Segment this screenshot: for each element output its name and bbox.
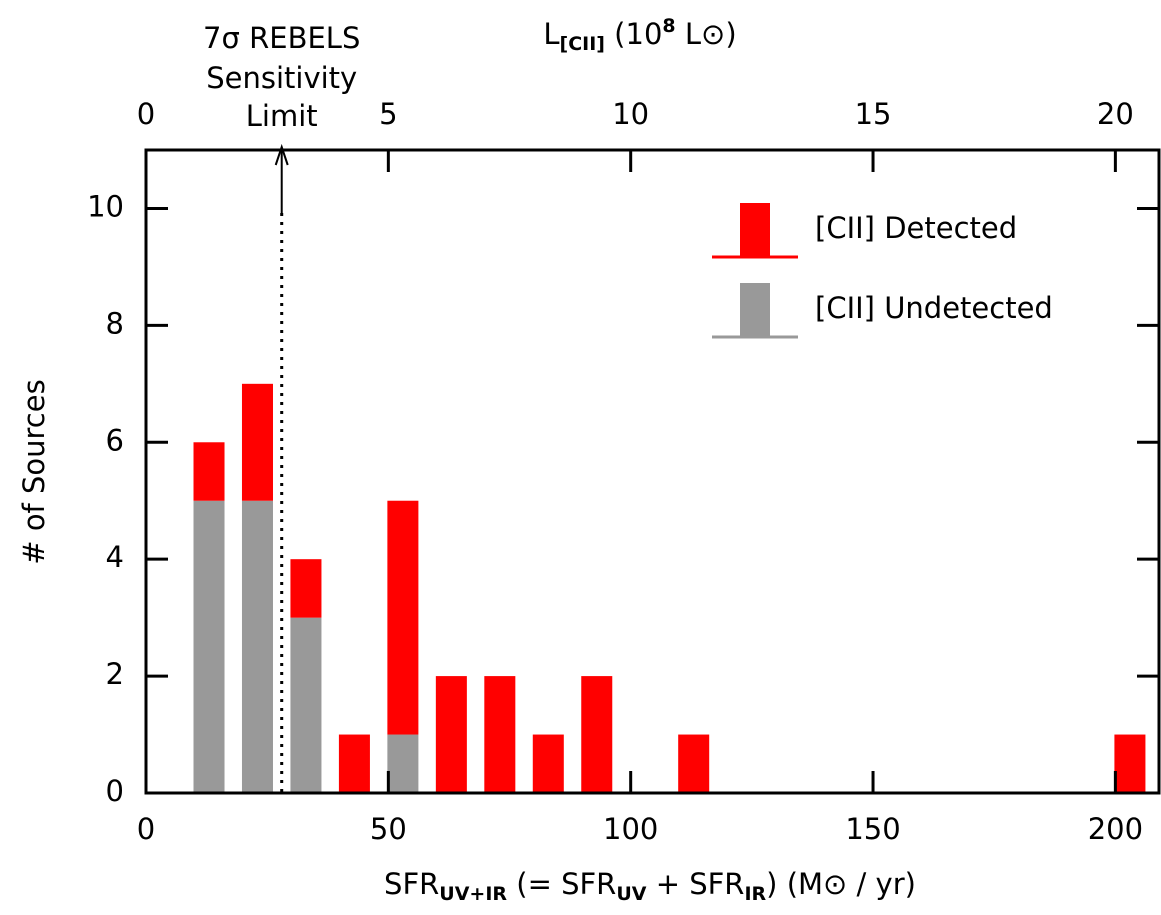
y-axis-label: # of Sources — [17, 379, 51, 564]
x2-axis-label-part: [CII] — [560, 33, 605, 55]
limit-arrowhead — [274, 143, 289, 166]
x-tick-label: 50 — [370, 812, 407, 846]
bar — [387, 734, 419, 793]
x-tick-label: 0 — [137, 812, 155, 846]
y-tick-label: 8 — [106, 306, 124, 340]
annotation-text: 7σ REBELS — [203, 21, 360, 55]
legend-swatch — [740, 203, 770, 257]
plot-frame — [144, 148, 1161, 795]
x2-tick-label: 15 — [855, 97, 892, 131]
annotation-text: Sensitivity — [206, 61, 357, 95]
bar — [532, 734, 564, 793]
y-tick-label: 10 — [87, 189, 124, 223]
legend-label: [CII] Undetected — [815, 291, 1053, 325]
bar — [290, 559, 322, 618]
legend-swatch — [740, 283, 770, 337]
bar — [193, 500, 225, 793]
y-tick-label: 6 — [106, 423, 124, 457]
y-tick-label: 2 — [106, 657, 124, 691]
x-tick-label: 100 — [603, 812, 658, 846]
x-axis-label-part: UV — [616, 883, 646, 905]
y-tick-label: 0 — [106, 774, 124, 808]
bar — [484, 676, 516, 793]
x-axis-label-part: (= SFR — [507, 867, 616, 901]
annotation-text: Limit — [246, 99, 318, 133]
bar — [1114, 734, 1146, 793]
bar — [193, 442, 225, 501]
x-axis-label-part: UV+IR — [439, 883, 507, 905]
x-tick-label: 200 — [1088, 812, 1143, 846]
x-axis-label-part: ) (M⊙ / yr) — [766, 867, 916, 901]
x2-tick-label: 20 — [1097, 97, 1134, 131]
legend-label: [CII] Detected — [815, 211, 1017, 245]
x2-axis-label-part: L — [543, 17, 559, 51]
bar — [290, 617, 322, 793]
x2-tick-label: 10 — [612, 97, 649, 131]
x-axis-label: SFRUV+IR (= SFRUV + SFRIR) (M⊙ / yr) — [384, 867, 916, 905]
x-tick-label: 150 — [845, 812, 900, 846]
bar — [581, 676, 613, 793]
bar — [435, 676, 467, 793]
bar — [241, 500, 273, 793]
x-axis-label-part: + SFR — [646, 867, 744, 901]
x-axis-label-part: IR — [744, 883, 766, 905]
bar — [241, 383, 273, 501]
x2-tick-label: 0 — [137, 97, 155, 131]
x2-axis-label: L[CII] (108 L⊙) — [543, 15, 736, 55]
x-axis-label-part: SFR — [384, 867, 439, 901]
x2-axis-label-part: (10 — [605, 17, 662, 51]
bar — [387, 500, 419, 735]
bar — [338, 734, 370, 793]
x2-axis-label-part: L⊙) — [676, 17, 737, 51]
y-tick-label: 4 — [106, 540, 124, 574]
x2-axis-label-part: 8 — [662, 15, 675, 37]
x2-tick-label: 5 — [379, 97, 397, 131]
bar — [678, 734, 710, 793]
